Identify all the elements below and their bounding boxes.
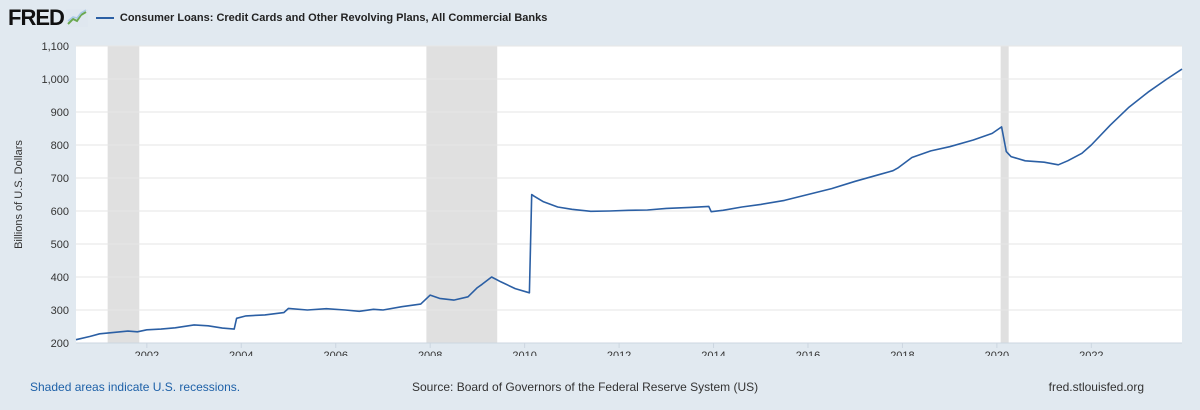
x-tick-label: 2022 bbox=[1079, 350, 1103, 356]
y-tick-label: 900 bbox=[51, 107, 69, 119]
x-tick-label: 2006 bbox=[323, 350, 347, 356]
y-tick-label: 700 bbox=[51, 173, 69, 185]
y-tick-label: 400 bbox=[51, 272, 69, 284]
series-line bbox=[75, 68, 1183, 341]
logo-text: FRED bbox=[8, 5, 65, 30]
legend-swatch bbox=[95, 17, 114, 19]
x-tick-label: 2008 bbox=[418, 350, 442, 356]
recession-band bbox=[426, 46, 498, 343]
y-tick-label: 800 bbox=[51, 140, 69, 152]
recession-band bbox=[107, 46, 140, 343]
site-link[interactable]: fred.stlouisfed.org bbox=[1048, 380, 1144, 394]
x-tick-label: 2016 bbox=[796, 350, 820, 356]
fred-logo[interactable]: FRED bbox=[8, 5, 88, 31]
chart-header: FRED Consumer Loans: Credit Cards and Ot… bbox=[8, 4, 547, 32]
legend-series-label: Consumer Loans: Credit Cards and Other R… bbox=[119, 12, 548, 24]
x-tick-label: 2014 bbox=[701, 350, 725, 356]
source-note: Source: Board of Governors of the Federa… bbox=[412, 380, 759, 394]
x-tick-label: 2002 bbox=[135, 350, 159, 356]
recession-band bbox=[1000, 46, 1009, 343]
x-tick-label: 2010 bbox=[512, 350, 536, 356]
y-tick-label: 1,100 bbox=[41, 41, 69, 53]
y-tick-label: 1,000 bbox=[41, 74, 69, 86]
fred-graph-icon bbox=[65, 9, 88, 27]
x-tick-label: 2012 bbox=[607, 350, 631, 356]
recession-note: Shaded areas indicate U.S. recessions. bbox=[30, 380, 241, 394]
y-tick-label: 300 bbox=[51, 305, 69, 317]
chart-footer: Shaded areas indicate U.S. recessions. S… bbox=[0, 380, 1200, 400]
y-tick-label: 500 bbox=[51, 239, 69, 251]
y-tick-label: 200 bbox=[51, 338, 69, 350]
chart-area: 200 300 400 500 600 700 800 900 1,000 1,100 2002 20… bbox=[0, 36, 1200, 362]
line-chart: 200 300 400 500 600 700 800 900 1,000 1,100 2002 20… bbox=[13, 41, 1183, 362]
chart-legend: Consumer Loans: Credit Cards and Other R… bbox=[95, 12, 548, 24]
x-tick-label: 2004 bbox=[229, 350, 253, 356]
y-tick-label: 600 bbox=[51, 206, 69, 218]
x-tick-label: 2020 bbox=[985, 350, 1009, 356]
y-axis-label: Billions of U.S. Dollars bbox=[13, 140, 25, 249]
plot-background bbox=[76, 46, 1182, 343]
x-tick-label: 2018 bbox=[890, 350, 914, 356]
